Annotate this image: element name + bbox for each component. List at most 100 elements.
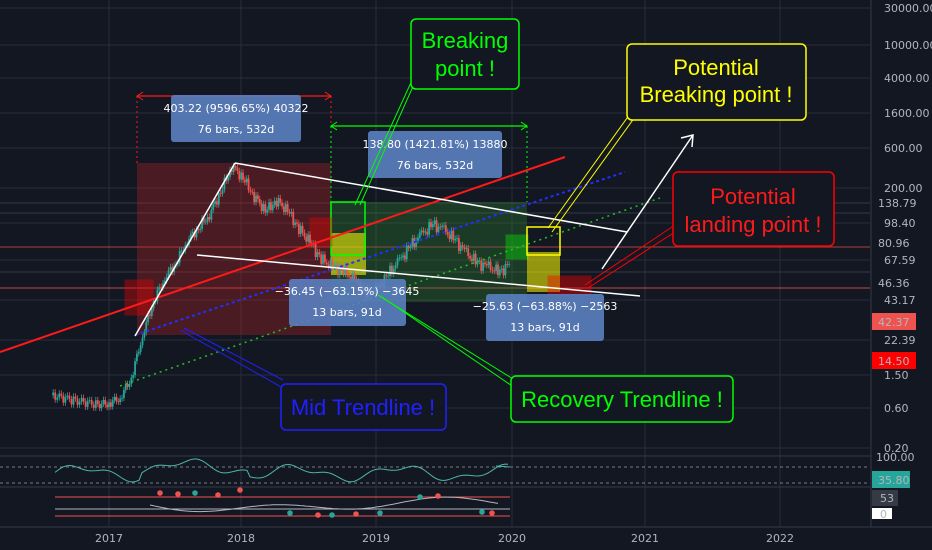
candle-body <box>508 264 511 266</box>
macd-cross-dot <box>489 510 495 516</box>
candle-body <box>430 222 432 228</box>
candle-body <box>402 255 404 258</box>
candle-body <box>500 268 503 270</box>
candle-body <box>145 322 148 333</box>
y-tick-label: 4000.00 <box>884 72 930 85</box>
candle-body <box>452 230 455 241</box>
candle-body <box>163 280 166 284</box>
candle-body <box>400 257 403 259</box>
candle-body <box>92 404 95 408</box>
candle-body <box>109 402 112 407</box>
candle-body <box>76 398 79 405</box>
price-tag: 42.37 <box>872 313 916 330</box>
x-tick-label: 2017 <box>95 532 123 545</box>
candle-body <box>316 252 319 257</box>
candle-body <box>286 204 289 213</box>
candle-body <box>227 176 230 181</box>
svg-text:14.50: 14.50 <box>878 355 910 368</box>
measure-2-line1: 138.80 (1421.81%) 13880 <box>363 138 508 151</box>
measure-1-line1: 403.22 (9596.65%) 40322 <box>164 102 309 115</box>
candle-body <box>420 230 423 233</box>
x-tick-label: 2021 <box>631 532 659 545</box>
candle-body <box>394 265 397 269</box>
svg-text:80.96: 80.96 <box>878 237 910 250</box>
candle-body <box>390 265 393 274</box>
candle-body <box>335 264 337 267</box>
candle-body <box>141 337 144 346</box>
macd-axis: 53 0 <box>872 490 898 521</box>
candle-body <box>271 204 274 211</box>
candle-body <box>106 404 109 408</box>
candle-body <box>350 276 352 279</box>
candle-body <box>88 400 91 401</box>
macd-cross-dot <box>192 490 198 496</box>
price-tag: 80.96 <box>872 234 916 251</box>
y-tick-label: 200.00 <box>884 182 923 195</box>
candle-body <box>277 198 280 207</box>
candle-body <box>143 332 146 338</box>
candle-body <box>296 222 298 224</box>
red-trendline <box>0 156 566 353</box>
measure-4-line1: −25.63 (−63.88%) −2563 <box>473 300 618 313</box>
candle-body <box>111 400 114 407</box>
candle-body <box>169 267 172 271</box>
measure-2-line2: 76 bars, 532d <box>397 159 473 172</box>
candle-body <box>115 396 118 402</box>
measure-4-line2: 13 bars, 91d <box>510 321 579 334</box>
candle-body <box>396 258 399 266</box>
candle-body <box>275 200 278 207</box>
impulse-line <box>134 162 236 337</box>
note-recovery-trendline: Recovery Trendline ! <box>510 375 734 423</box>
candle-body <box>392 268 395 274</box>
trendlines <box>0 134 694 387</box>
candle-body <box>327 264 330 268</box>
macd-cross-dot <box>237 487 243 493</box>
candle-body <box>325 262 328 265</box>
x-tick-label: 2019 <box>362 532 390 545</box>
macd-cross-dot <box>417 494 423 500</box>
candle-body <box>78 401 81 405</box>
candle-body <box>147 314 149 323</box>
candle-body <box>86 400 89 407</box>
candle-body <box>309 234 311 244</box>
y-tick-label: 600.00 <box>884 142 923 155</box>
candle-body <box>245 178 248 183</box>
svg-text:138.79: 138.79 <box>878 197 917 210</box>
candle-body <box>137 351 140 354</box>
candle-body <box>471 258 473 262</box>
candle-body <box>243 179 246 183</box>
candle-body <box>201 218 203 230</box>
price-tag: 138.79 <box>872 194 917 211</box>
candle-body <box>472 253 475 262</box>
candle-body <box>74 396 77 399</box>
candle-body <box>463 247 466 250</box>
candle-body <box>338 266 341 276</box>
candle-body <box>279 198 282 203</box>
candle-body <box>108 402 110 408</box>
candle-body <box>493 270 496 272</box>
red-landing-box <box>547 275 592 297</box>
candle-body <box>117 401 120 403</box>
macd-value-label: 53 <box>880 492 894 505</box>
candle-body <box>344 265 347 275</box>
candle-body <box>60 393 63 396</box>
candle-body <box>124 383 127 391</box>
price-axis: 30000.00 10000.00 4000.00 1600.00 600.00 200.… <box>870 0 932 527</box>
candle-body <box>484 262 486 265</box>
y-tick-label: 98.40 <box>884 217 916 230</box>
candle-body <box>195 229 198 238</box>
candle-body <box>320 254 323 264</box>
candle-body <box>281 202 283 207</box>
candle-body <box>489 261 492 270</box>
candle-body <box>337 264 339 276</box>
macd-cross-dot <box>287 510 293 516</box>
candle-body <box>236 167 239 172</box>
macd-cross-dot <box>157 490 163 496</box>
candle-body <box>437 226 440 233</box>
candle-body <box>165 276 168 281</box>
candle-body <box>176 262 179 265</box>
candle-body <box>203 218 205 222</box>
candle-body <box>256 195 259 200</box>
note-potential-breaking-line2: Breaking point ! <box>640 82 793 107</box>
green-box-1 <box>330 201 366 256</box>
